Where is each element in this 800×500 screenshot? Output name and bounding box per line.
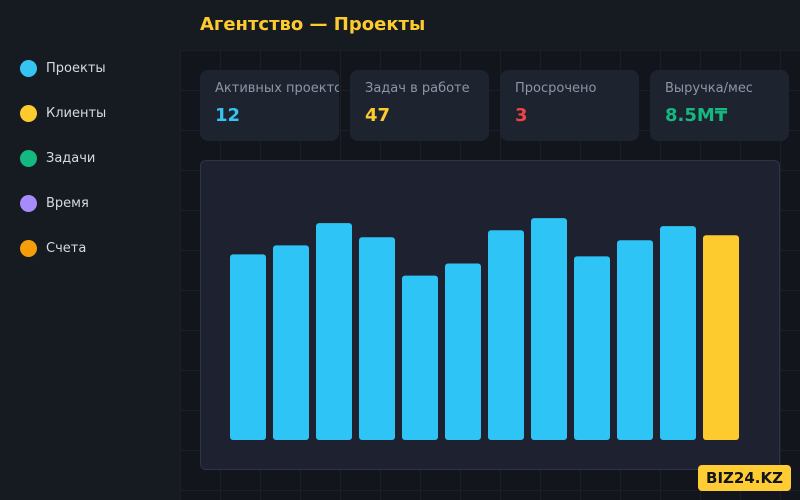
main-content: Активных проектов 12 Задач в работе 47 П… xyxy=(180,50,800,500)
time-dot-icon xyxy=(20,194,37,212)
sidebar-item-tasks[interactable]: Задачи xyxy=(20,149,95,167)
bar-chart xyxy=(230,218,739,440)
chart-bar xyxy=(273,245,309,440)
sidebar-item-label: Проекты xyxy=(46,60,106,76)
stat-label: Задач в работе xyxy=(365,81,470,96)
stat-card-active-projects: Активных проектов 12 xyxy=(200,70,339,141)
bar-chart-panel xyxy=(200,160,780,470)
tasks-dot-icon xyxy=(20,149,37,167)
sidebar-item-time[interactable]: Время xyxy=(20,194,89,212)
chart-bar xyxy=(574,256,610,440)
sidebar-item-clients[interactable]: Клиенты xyxy=(20,104,106,122)
sidebar-item-label: Задачи xyxy=(46,150,96,166)
sidebar-item-label: Счета xyxy=(46,240,87,256)
chart-bar xyxy=(445,263,481,440)
chart-bar xyxy=(488,230,524,440)
stat-label: Просрочено xyxy=(515,81,597,96)
sidebar-item-projects[interactable]: Проекты xyxy=(20,59,106,77)
chart-bar xyxy=(660,226,696,440)
projects-dot-icon xyxy=(20,59,37,77)
chart-bar xyxy=(617,240,653,440)
stat-value: 8.5M₸ xyxy=(665,105,728,126)
stat-card-overdue: Просрочено 3 xyxy=(500,70,639,141)
chart-bar xyxy=(230,254,266,440)
header: Агентство — Проекты xyxy=(180,0,800,50)
stat-label: Выручка/мес xyxy=(665,81,753,96)
sidebar-item-label: Клиенты xyxy=(46,105,107,121)
chart-bar xyxy=(531,218,567,440)
chart-bar xyxy=(359,237,395,440)
chart-bar xyxy=(316,223,352,440)
brand-badge[interactable]: BIZ24.KZ xyxy=(698,465,791,491)
sidebar: Проекты Клиенты Задачи Время Счета xyxy=(0,0,180,500)
chart-bar xyxy=(402,275,438,440)
stat-label: Активных проектов xyxy=(215,81,339,96)
page-title: Агентство — Проекты xyxy=(200,14,426,35)
stat-card-tasks-in-progress: Задач в работе 47 xyxy=(350,70,489,141)
stat-card-revenue: Выручка/мес 8.5M₸ xyxy=(650,70,789,141)
stat-value: 3 xyxy=(515,105,528,126)
clients-dot-icon xyxy=(20,104,37,122)
invoices-dot-icon xyxy=(20,239,37,257)
stat-value: 47 xyxy=(365,105,391,126)
chart-bar-highlighted xyxy=(703,235,739,440)
sidebar-item-invoices[interactable]: Счета xyxy=(20,239,86,257)
sidebar-item-label: Время xyxy=(46,195,89,211)
stat-value: 12 xyxy=(215,105,241,126)
